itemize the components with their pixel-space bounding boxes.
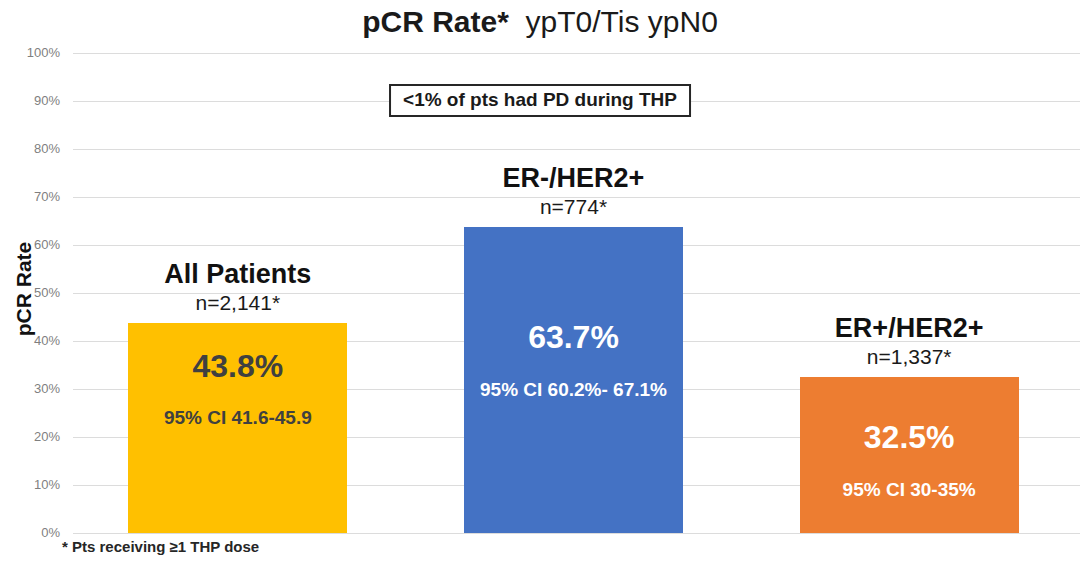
sample-size-label: n=774* [414,194,734,219]
y-tick-label: 20% [6,430,60,444]
bar-ci-label: 95% CI 41.6-45.9 [128,407,347,429]
y-tick-label: 60% [6,238,60,252]
y-tick-label: 0% [6,526,60,540]
sample-size-label: n=2,141* [78,290,398,315]
y-tick-label: 50% [6,286,60,300]
bar-header: ER+/HER2+ n=1,337* [749,313,1069,369]
gridline [73,53,1080,54]
footnote: * Pts receiving ≥1 THP dose [62,538,259,555]
gridline [73,149,1080,150]
chart-title: pCR Rate* ypT0/Tis ypN0 [0,5,1080,39]
bar-header: ER-/HER2+ n=774* [414,163,734,219]
bar-ci-label: 95% CI 30-35% [800,479,1019,501]
bar-group-all-patients: All Patients n=2,141* 43.8% 95% CI 41.6-… [128,53,347,533]
annotation-box: <1% of pts had PD during THP [389,84,691,117]
bar-group-er-neg-her2-pos: ER-/HER2+ n=774* 63.7% 95% CI 60.2%- 67.… [464,53,683,533]
bar-header: All Patients n=2,141* [78,259,398,315]
plot-area: All Patients n=2,141* 43.8% 95% CI 41.6-… [73,53,1080,533]
y-tick-label: 80% [6,142,60,156]
bar-all-patients: 43.8% 95% CI 41.6-45.9 [128,323,347,533]
bar-ci-label: 95% CI 60.2%- 67.1% [464,379,683,401]
sample-size-label: n=1,337* [749,344,1069,369]
y-tick-label: 100% [6,46,60,60]
category-label: ER-/HER2+ [414,163,734,194]
pcr-rate-bar-chart: pCR Rate* ypT0/Tis ypN0 <1% of pts had P… [0,0,1080,564]
y-tick-label: 40% [6,334,60,348]
y-tick-label: 70% [6,190,60,204]
bar-value-label: 63.7% [464,319,683,356]
y-tick-label: 30% [6,382,60,396]
category-label: All Patients [78,259,398,290]
bar-er-neg-her2-pos: 63.7% 95% CI 60.2%- 67.1% [464,227,683,533]
y-tick-label: 10% [6,478,60,492]
bar-value-label: 43.8% [128,347,347,384]
bar-value-label: 32.5% [800,419,1019,456]
category-label: ER+/HER2+ [749,313,1069,344]
chart-title-subtitle: ypT0/Tis ypN0 [509,5,718,38]
chart-title-bold: pCR Rate* [362,5,509,38]
bar-er-pos-her2-pos: 32.5% 95% CI 30-35% [800,377,1019,533]
y-tick-label: 90% [6,94,60,108]
